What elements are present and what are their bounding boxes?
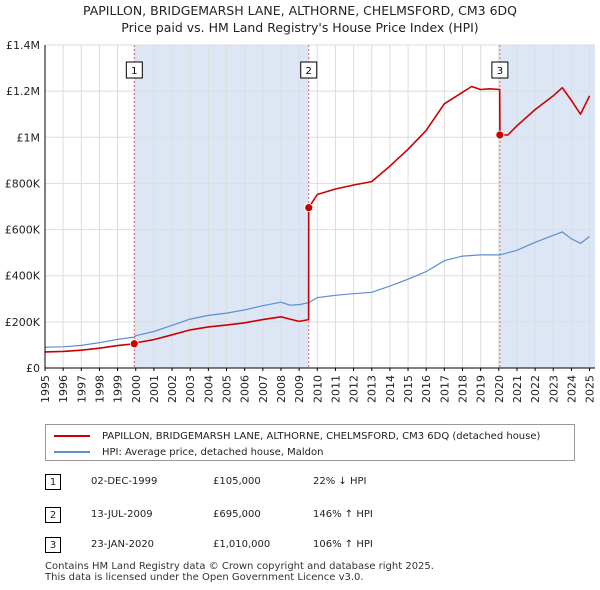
x-tick-label: 2011	[329, 375, 342, 403]
shaded-period	[499, 45, 595, 368]
x-tick-label: 1998	[93, 375, 106, 403]
y-tick-label: £1M	[17, 131, 41, 144]
x-tick-label: 2010	[311, 375, 324, 403]
x-tick-label: 2015	[402, 375, 415, 403]
y-tick-label: £400K	[5, 270, 41, 283]
sale-marker-label: 2	[306, 66, 312, 77]
y-tick-label: £1.2M	[6, 85, 40, 98]
x-tick-label: 1995	[39, 375, 52, 403]
transaction-number: 3	[45, 537, 61, 553]
x-tick-label: 2002	[166, 375, 179, 403]
x-tick-label: 2012	[348, 375, 361, 403]
sale-marker-label: 1	[131, 66, 137, 77]
transaction-date: 23-JAN-2020	[91, 539, 155, 550]
transaction-number: 1	[45, 474, 61, 490]
x-tick-label: 2003	[184, 375, 197, 403]
sale-marker-box	[491, 61, 509, 79]
transaction-date: 13-JUL-2009	[91, 509, 153, 520]
transaction-hpi: 22% ↓ HPI	[313, 476, 367, 487]
sale-point	[495, 130, 505, 140]
footer-line-2: This data is licensed under the Open Gov…	[45, 572, 364, 583]
x-tick-label: 2005	[221, 375, 234, 403]
transaction-date: 02-DEC-1999	[91, 476, 158, 487]
y-tick-label: £600K	[5, 224, 41, 237]
sale-marker-label: 3	[497, 66, 503, 77]
gridlines	[44, 44, 595, 369]
x-tick-label: 2013	[366, 375, 379, 403]
x-tick-label: 2008	[275, 375, 288, 403]
x-tick-label: 2025	[584, 375, 597, 403]
axes	[44, 45, 595, 371]
footer: Contains HM Land Registry data © Crown c…	[45, 561, 434, 583]
shaded-period	[134, 45, 309, 368]
x-tick-label: 2023	[547, 375, 560, 403]
price-chart: 1 2 3 £0 £200K £400K £600K £800K £1M £1.2M £1.4M 1…	[5, 39, 597, 403]
legend-swatch-price	[54, 435, 90, 437]
x-tick-label: 2009	[293, 375, 306, 403]
footer-line-1: Contains HM Land Registry data © Crown c…	[45, 561, 434, 572]
x-tick-label: 2001	[148, 375, 161, 403]
x-tick-label: 2016	[420, 375, 433, 403]
transaction-hpi: 146% ↑ HPI	[313, 509, 373, 520]
transaction-price: £1,010,000	[213, 539, 271, 550]
legend: PAPILLON, BRIDGEMARSH LANE, ALTHORNE, CH…	[45, 424, 575, 461]
transaction-row: 2 13-JUL-2009 £695,000 146% ↑ HPI	[45, 507, 445, 525]
legend-label-price: PAPILLON, BRIDGEMARSH LANE, ALTHORNE, CH…	[102, 430, 541, 442]
y-tick-label: £0	[26, 362, 40, 375]
price-line	[44, 85, 591, 353]
x-tick-label: 2017	[438, 375, 451, 403]
legend-item-price: PAPILLON, BRIDGEMARSH LANE, ALTHORNE, CH…	[54, 429, 540, 443]
title-line-2: Price paid vs. HM Land Registry's House …	[121, 20, 479, 35]
chart-title: PAPILLON, BRIDGEMARSH LANE, ALTHORNE, CH…	[0, 2, 600, 36]
legend-swatch-hpi	[54, 451, 90, 453]
x-tick-label: 2019	[475, 375, 488, 403]
x-tick-label: 1997	[75, 375, 88, 403]
legend-label-hpi: HPI: Average price, detached house, Mald…	[102, 446, 324, 458]
y-tick-label: £800K	[5, 177, 41, 190]
series-lines	[44, 85, 591, 353]
sale-marker-box	[300, 61, 318, 79]
title-line-1: PAPILLON, BRIDGEMARSH LANE, ALTHORNE, CH…	[82, 3, 517, 18]
x-tick-label: 2021	[511, 375, 524, 403]
sale-point	[129, 339, 139, 349]
x-tick-label: 2024	[565, 375, 578, 403]
x-tick-label: 2018	[456, 375, 469, 403]
x-tick-label: 2004	[202, 375, 215, 403]
x-tick-label: 1996	[57, 375, 70, 403]
sale-point	[304, 203, 314, 213]
y-tick-label: £200K	[5, 316, 41, 329]
x-tick-label: 2000	[130, 375, 143, 403]
x-tick-label: 1999	[112, 375, 125, 403]
hpi-line	[44, 231, 590, 348]
sale-marker-box	[125, 61, 143, 79]
x-tick-label: 2022	[529, 375, 542, 403]
shaded-periods	[134, 45, 595, 368]
transaction-price: £695,000	[213, 509, 261, 520]
x-tick-label: 2020	[493, 375, 506, 403]
transaction-price: £105,000	[213, 476, 261, 487]
transaction-row: 1 02-DEC-1999 £105,000 22% ↓ HPI	[45, 474, 445, 492]
sale-points	[129, 130, 505, 349]
x-tick-label: 2007	[257, 375, 270, 403]
legend-item-hpi: HPI: Average price, detached house, Mald…	[54, 445, 323, 459]
y-tick-label: £1.4M	[6, 39, 40, 52]
x-tick-label: 2014	[384, 375, 397, 403]
x-tick-label: 2006	[239, 375, 252, 403]
transaction-hpi: 106% ↑ HPI	[313, 539, 373, 550]
transaction-row: 3 23-JAN-2020 £1,010,000 106% ↑ HPI	[45, 537, 445, 555]
transaction-number: 2	[45, 507, 61, 523]
